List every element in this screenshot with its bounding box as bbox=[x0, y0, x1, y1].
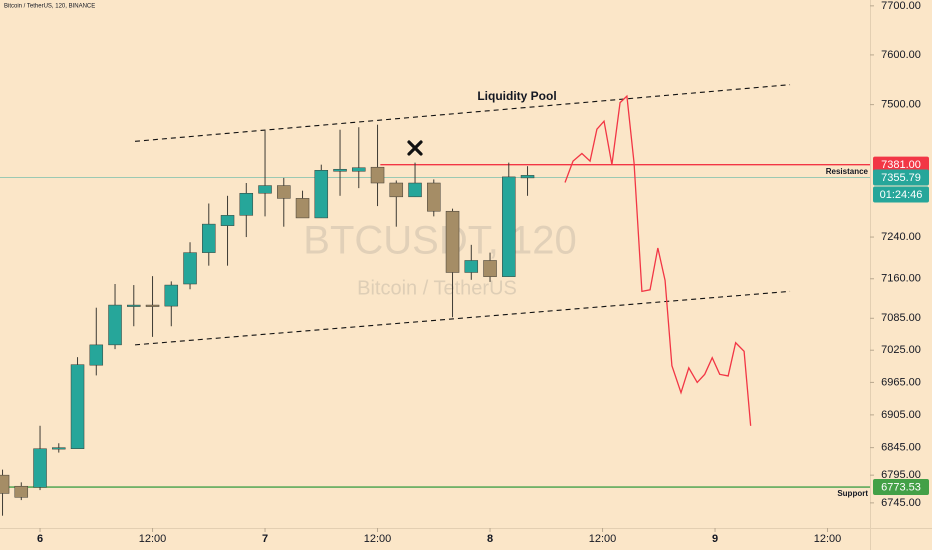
x-tick-label: 12:00 bbox=[364, 533, 392, 545]
y-tick-label: 6795.00 bbox=[881, 469, 921, 481]
countdown-box bbox=[873, 186, 929, 203]
y-tick-label: 7085.00 bbox=[881, 312, 921, 324]
candle-body bbox=[389, 182, 404, 198]
level-price-label: 7381.00 bbox=[881, 159, 921, 171]
candle-body bbox=[33, 448, 47, 488]
watermark-subtitle: Bitcoin / TetherUS bbox=[357, 277, 517, 299]
projection-line bbox=[564, 94, 752, 426]
y-tick-label: 6745.00 bbox=[881, 497, 921, 509]
y-tick-label: 7025.00 bbox=[881, 344, 921, 356]
level-price-box bbox=[873, 169, 929, 186]
y-tick-label: 7700.00 bbox=[881, 0, 921, 12]
candle-body bbox=[464, 260, 479, 273]
x-tick-label: 9 bbox=[712, 533, 718, 545]
y-tick-label: 7240.00 bbox=[881, 231, 921, 243]
trendline bbox=[134, 84, 791, 142]
level-price-box bbox=[873, 156, 929, 173]
candle-body bbox=[333, 168, 347, 172]
x-tick-label: 12:00 bbox=[589, 533, 617, 545]
x-tick-label: 6 bbox=[37, 533, 43, 545]
candle-body bbox=[277, 185, 291, 199]
candle-body bbox=[239, 192, 254, 216]
y-tick-label: 7600.00 bbox=[881, 49, 921, 61]
candle-body bbox=[183, 252, 197, 285]
cross-marker bbox=[407, 140, 423, 156]
x-tick-label: 8 bbox=[487, 533, 493, 545]
countdown-label: 01:24:46 bbox=[880, 189, 923, 201]
candle-body bbox=[352, 167, 366, 172]
y-tick-label: 6965.00 bbox=[881, 376, 921, 388]
x-tick-label: 12:00 bbox=[139, 533, 167, 545]
level-price-label: 7355.79 bbox=[881, 172, 921, 184]
candle-body bbox=[502, 176, 516, 277]
x-tick-label: 12:00 bbox=[814, 533, 842, 545]
y-tick-label: 7500.00 bbox=[881, 99, 921, 111]
x-tick-label: 7 bbox=[262, 533, 268, 545]
candle-body bbox=[314, 170, 329, 219]
candle-body bbox=[427, 182, 441, 212]
candle-body bbox=[0, 474, 10, 494]
candle-body bbox=[258, 185, 272, 194]
watermark: BTCUSDT, 120 bbox=[303, 219, 576, 263]
candle-body bbox=[145, 304, 160, 307]
candle-body bbox=[220, 215, 235, 226]
candle-body bbox=[70, 364, 85, 449]
y-tick-label: 7160.00 bbox=[881, 273, 921, 285]
level-price-box bbox=[873, 479, 929, 496]
trendline bbox=[134, 290, 791, 346]
candle-body bbox=[408, 182, 422, 198]
candle-body bbox=[108, 304, 122, 346]
y-tick-label: 6845.00 bbox=[881, 442, 921, 454]
candle-body bbox=[445, 210, 460, 273]
candle-body bbox=[89, 344, 104, 366]
level-name: Resistance bbox=[826, 167, 869, 176]
candle-body bbox=[295, 198, 310, 219]
candle-body bbox=[202, 223, 216, 253]
candle-body bbox=[14, 485, 29, 498]
level-price-label: 6773.53 bbox=[881, 481, 921, 493]
candle-body bbox=[370, 166, 385, 184]
candle-body bbox=[52, 447, 66, 450]
annotation: Liquidity Pool bbox=[477, 89, 556, 103]
level-name: Support bbox=[837, 489, 868, 498]
candle-body bbox=[520, 175, 535, 179]
y-tick-label: 6905.00 bbox=[881, 409, 921, 421]
candle-body bbox=[483, 260, 497, 277]
candle-body bbox=[164, 284, 179, 307]
candle-body bbox=[127, 304, 141, 307]
symbol-header: Bitcoin / TetherUS, 120, BINANCE bbox=[4, 4, 95, 10]
